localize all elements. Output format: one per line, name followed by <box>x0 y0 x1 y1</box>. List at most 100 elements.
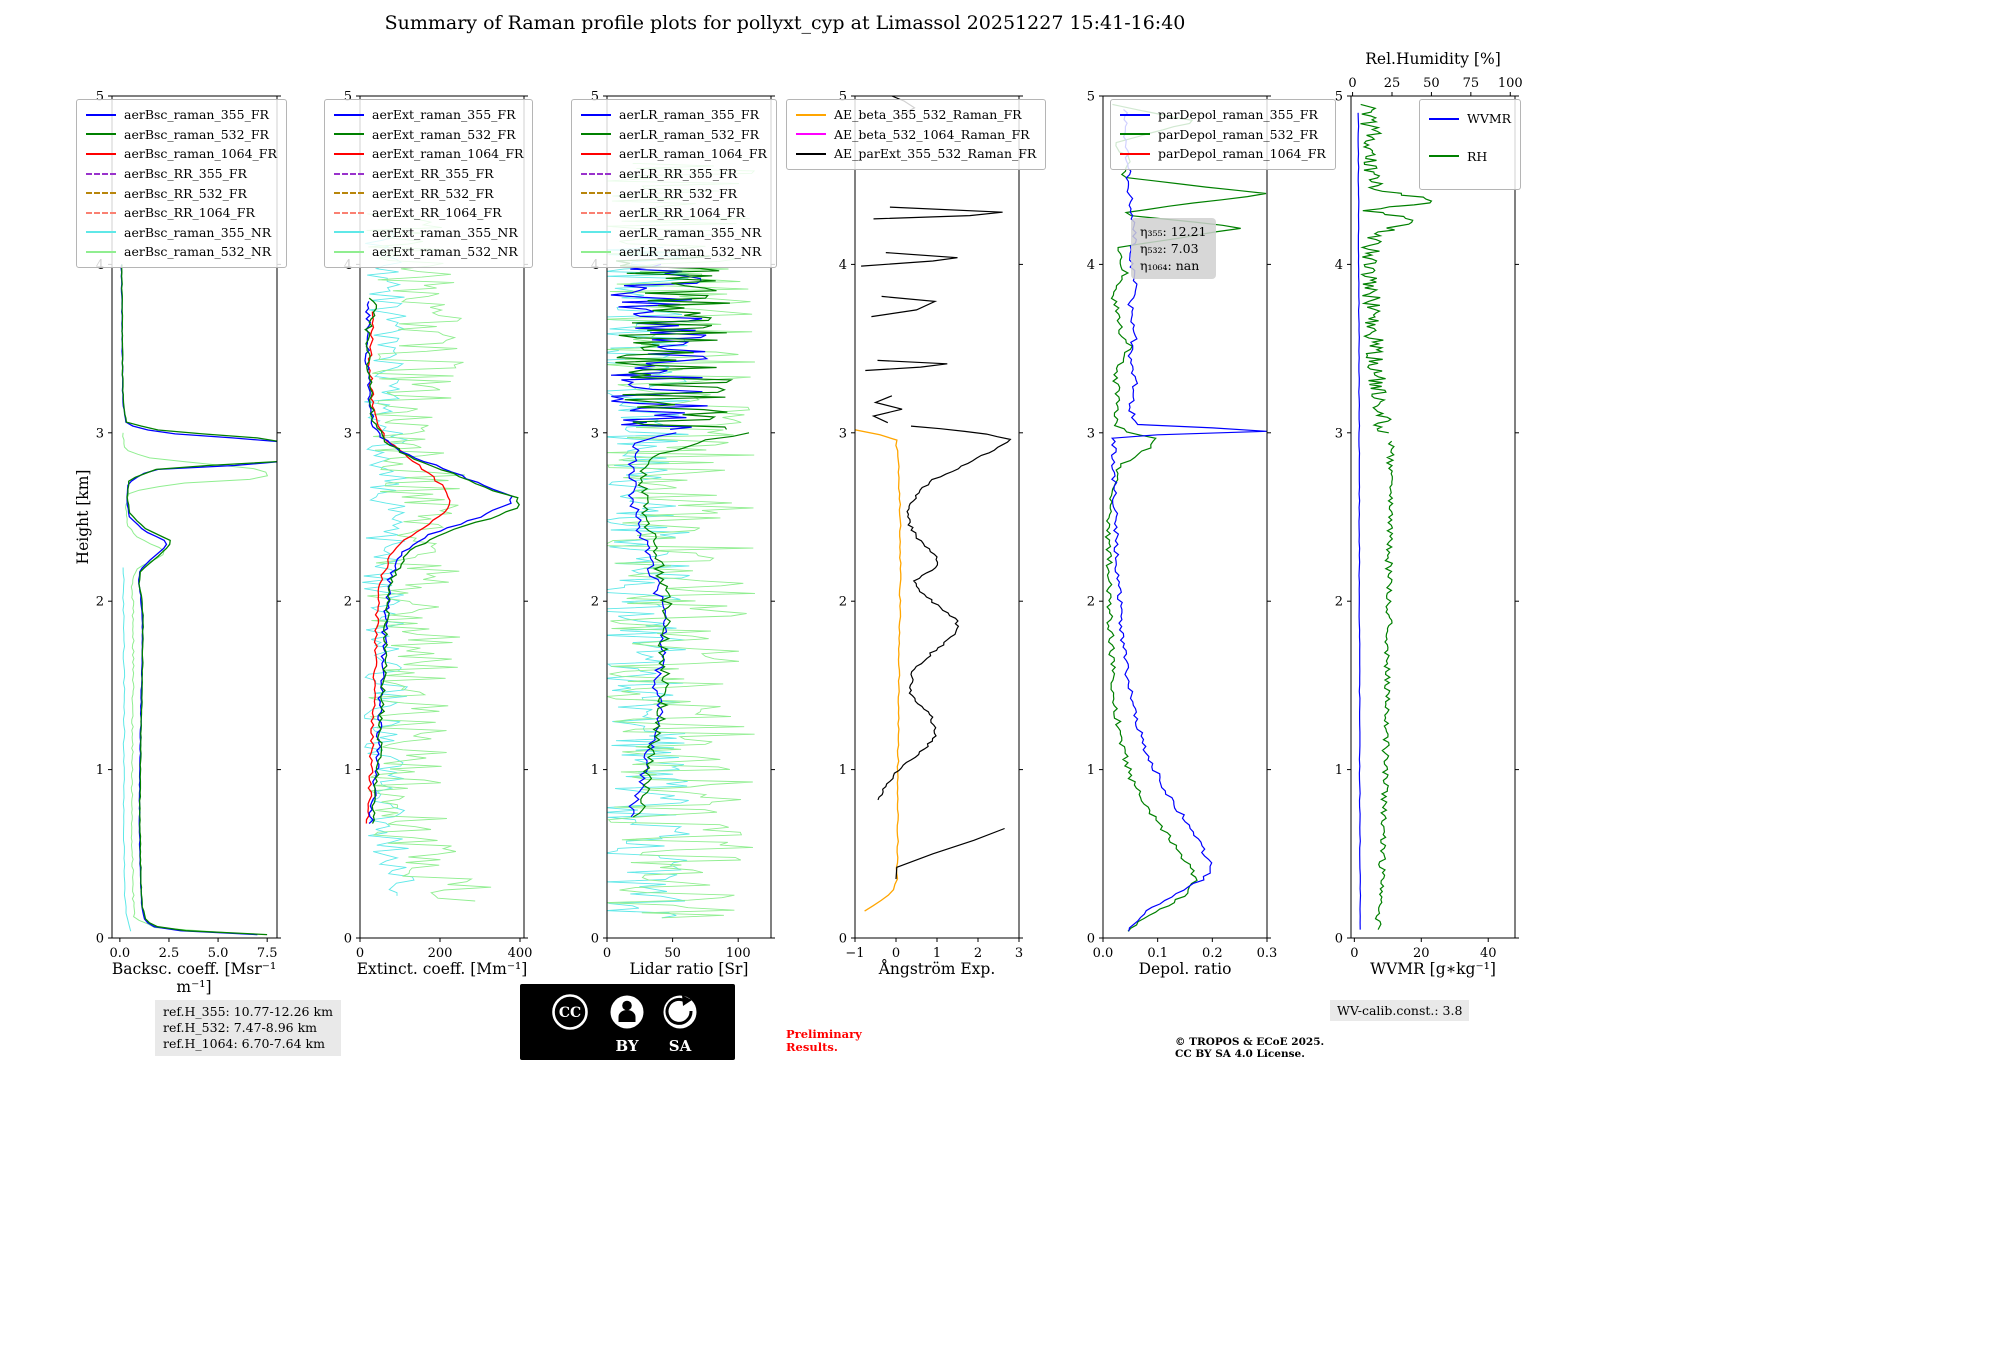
legend-sample-line <box>796 133 826 136</box>
legend-item: aerExt_raman_1064_FR <box>334 144 523 164</box>
cc-badge-graphic: CC BY SA <box>520 984 735 1060</box>
legend-sample-line <box>1429 117 1459 120</box>
panel-series-wvmr-rh <box>1357 103 1433 930</box>
legend-item: WVMR <box>1429 109 1511 129</box>
x-tick-label: 0.0 <box>1093 946 1114 961</box>
y-tick-label: 5 <box>344 90 352 105</box>
legend-sample-line <box>86 113 116 116</box>
legend-item-label: parDepol_raman_355_FR <box>1158 107 1318 123</box>
x-axis-label-extinction: Extinct. coeff. [Mm⁻¹] <box>356 960 528 978</box>
legend-item-label: aerExt_RR_532_FR <box>372 185 494 201</box>
page-title: Summary of Raman profile plots for polly… <box>384 12 1186 34</box>
series-RH <box>1360 103 1433 434</box>
top-tick-label: 100 <box>1498 76 1523 91</box>
legend-item: parDepol_raman_532_FR <box>1120 125 1326 145</box>
legend-item-label: aerLR_raman_532_NR <box>619 244 762 260</box>
series-aerLR_raman_355_FR <box>627 432 677 818</box>
series-aerBsc_raman_355_NR <box>122 567 132 932</box>
series-AE_parExt_355_532_Raman_FR <box>865 359 948 372</box>
series-aerExt_raman_532_FR <box>364 297 520 824</box>
y-tick-label: 2 <box>839 595 847 610</box>
x-axis-label-lidar-ratio: Lidar ratio [Sr] <box>629 960 749 978</box>
y-tick-label: 0 <box>1335 932 1343 947</box>
copyright-credit: © TROPOS & ECoE 2025. CC BY SA 4.0 Licen… <box>1175 1036 1325 1060</box>
panel-series-extinction <box>362 213 520 902</box>
x-tick-label: 400 <box>508 946 533 961</box>
series-AE_parExt_355_532_Raman_FR <box>871 395 903 424</box>
legend-item-label: aerLR_RR_1064_FR <box>619 205 746 221</box>
legend-item: aerBsc_raman_355_NR <box>86 223 277 243</box>
series-AE_parExt_355_532_Raman_FR <box>873 206 1003 220</box>
top-tick-label: 75 <box>1463 76 1480 91</box>
y-tick-label: 4 <box>839 258 847 273</box>
y-tick-label: 1 <box>1335 763 1343 778</box>
legend-item: aerLR_raman_355_NR <box>581 223 767 243</box>
legend-sample-line <box>86 172 116 175</box>
legend-item: aerExt_RR_532_FR <box>334 183 523 203</box>
legend-item: aerBsc_RR_355_FR <box>86 164 277 184</box>
y-tick-label: 3 <box>1087 426 1095 441</box>
reference-heights-box: ref.H_355: 10.77-12.26 km ref.H_532: 7.4… <box>155 1000 341 1056</box>
y-tick-label: 5 <box>1335 90 1343 105</box>
legend-extinction: aerExt_raman_355_FR aerExt_raman_532_FR ae… <box>324 99 534 268</box>
legend-item: aerBsc_raman_532_NR <box>86 242 277 262</box>
top-axis-label-rel-humidity: Rel.Humidity [%] <box>1365 50 1501 68</box>
legend-item-label: RH <box>1467 148 1488 164</box>
series-aerLR_raman_532_FR <box>633 432 750 818</box>
series-parDepol_raman_355_FR <box>1110 109 1267 932</box>
series-AE_parExt_355_532_Raman_FR <box>861 252 958 267</box>
y-tick-label: 2 <box>96 595 104 610</box>
legend-sample-line <box>1429 155 1459 158</box>
legend-item-label: WVMR <box>1467 111 1512 127</box>
series-AE_beta_355_532_Raman_FR <box>855 429 902 912</box>
preliminary-results-note: Preliminary Results. <box>786 1027 862 1054</box>
series-WVMR <box>1357 112 1362 930</box>
x-tick-label: 2 <box>974 946 982 961</box>
legend-item: aerLR_RR_1064_FR <box>581 203 767 223</box>
x-tick-label: 20 <box>1413 946 1430 961</box>
legend-sample-line <box>86 211 116 214</box>
legend-item-label: aerExt_raman_1064_FR <box>372 146 524 162</box>
panel-axes-depol: 0 1 2 3 4 5 0.0 0.1 0.2 0.3 <box>1087 90 1278 962</box>
y-tick-label: 5 <box>96 90 104 105</box>
legend-sample-line <box>581 250 611 253</box>
legend-sample-line <box>334 113 364 116</box>
legend-item: aerExt_raman_355_FR <box>334 105 523 125</box>
y-tick-label: 0 <box>1087 932 1095 947</box>
x-axis-label-angstroem: Ångström Exp. <box>878 960 996 978</box>
series-AE_parExt_355_532_Raman_FR <box>871 295 938 318</box>
panel-axes-lidar-ratio: 012345050100 <box>591 90 775 961</box>
x-tick-label: 0.1 <box>1147 946 1168 961</box>
series-aerBsc_raman_532_NR <box>122 432 269 936</box>
legend-item: aerLR_RR_355_FR <box>581 164 767 184</box>
y-axis-label: Height [km] <box>74 469 92 565</box>
legend-item-label: aerBsc_raman_355_FR <box>124 107 269 123</box>
legend-sample-line <box>1120 113 1150 116</box>
top-tick-label: 25 <box>1384 76 1401 91</box>
legend-item-label: aerLR_raman_355_FR <box>619 107 760 123</box>
x-tick-label: 40 <box>1480 946 1497 961</box>
legend-sample-line <box>581 152 611 155</box>
x-tick-label: 7.5 <box>257 946 278 961</box>
legend-sample-line <box>334 133 364 136</box>
y-tick-label: 4 <box>1335 258 1343 273</box>
legend-item: AE_beta_532_1064_Raman_FR <box>796 125 1036 145</box>
legend-item: AE_parExt_355_532_Raman_FR <box>796 144 1036 164</box>
x-tick-label: 2.5 <box>159 946 180 961</box>
legend-angstroem: AE_beta_355_532_Raman_FR AE_beta_532_1064… <box>786 99 1047 170</box>
legend-item-label: aerExt_raman_532_NR <box>372 244 518 260</box>
eta-1064-value: η₁₀₆₄: nan <box>1140 258 1200 273</box>
legend-item-label: aerBsc_raman_532_FR <box>124 126 269 142</box>
legend-sample-line <box>334 231 364 234</box>
y-tick-label: 0 <box>839 932 847 947</box>
legend-lidar-ratio: aerLR_raman_355_FR aerLR_raman_532_FR aerL… <box>571 99 777 268</box>
legend-item-label: parDepol_raman_1064_FR <box>1158 146 1326 162</box>
y-tick-label: 4 <box>1087 258 1095 273</box>
legend-item-label: aerBsc_raman_532_NR <box>124 244 272 260</box>
legend-sample-line <box>581 133 611 136</box>
y-tick-label: 0 <box>96 932 104 947</box>
x-tick-label: 0.0 <box>110 946 131 961</box>
ref-height-355: ref.H_355: 10.77-12.26 km <box>163 1004 333 1019</box>
